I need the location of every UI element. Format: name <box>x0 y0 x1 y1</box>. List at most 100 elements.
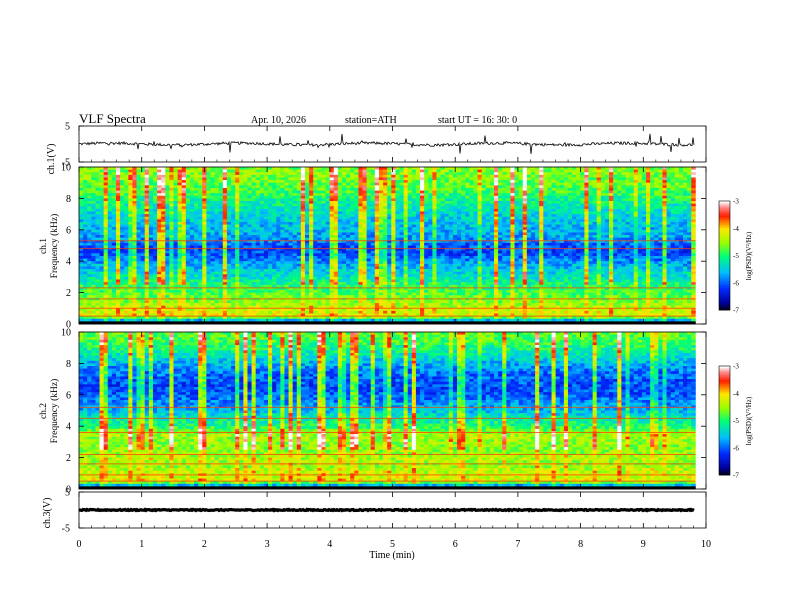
ch1-spectrogram-cell <box>268 214 273 218</box>
ch1-spectrogram-cell <box>481 214 487 218</box>
ch1-spectrogram-cell <box>202 219 207 223</box>
ch1-spectrogram-cell <box>563 174 569 178</box>
ch1-spectrogram-cell <box>440 193 446 197</box>
ch1-spectrogram-cell <box>103 185 109 189</box>
ch1-spectrogram-cell <box>555 216 561 220</box>
ch1-spectrogram-cell <box>317 169 322 173</box>
ch1-spectrogram-cell <box>181 177 187 181</box>
ch1-spectrogram-cell <box>222 172 228 176</box>
ch1-spectrogram-cell <box>448 229 454 233</box>
ch1-spectrogram-cell <box>350 195 355 199</box>
ch1-spectrogram-cell <box>621 219 626 223</box>
ch1-spectrogram-cell <box>572 169 577 173</box>
ch1-spectrogram-cell <box>202 172 207 176</box>
ch1-spectrogram-cell <box>321 224 326 228</box>
ch1-spectrogram-cell <box>387 169 392 173</box>
ch1-spectrogram-cell <box>313 250 318 254</box>
ch1-spectrogram-cell <box>251 203 257 207</box>
ch1-spectrogram-cell <box>218 185 224 189</box>
ch1-spectrogram-cell <box>489 237 495 241</box>
ch1-spectrogram-cell <box>518 185 524 189</box>
ch1-spectrogram-cell <box>469 242 474 246</box>
ch1-spectrogram-cell <box>448 193 454 197</box>
ch1-spectrogram-cell <box>399 242 405 246</box>
ch1-spectrogram-cell <box>325 250 331 254</box>
ch1-spectrogram-cell <box>222 248 228 252</box>
ch1-spectrogram-cell <box>136 245 142 249</box>
ch1-spectrogram-cell <box>337 198 343 202</box>
ch1-spectrogram-cell <box>292 235 298 239</box>
ch1-spectrogram-cell <box>107 232 113 236</box>
ch1-spectrogram-cell <box>346 193 351 197</box>
ch1-spectrogram-cell <box>440 195 446 199</box>
ch1-spectrogram-cell <box>350 227 355 231</box>
ch1-spectrogram-cell <box>415 187 421 191</box>
ch1-spectrogram-cell <box>243 187 248 191</box>
ch1-spectrogram-cell <box>222 198 228 202</box>
ch1-spectrogram-cell <box>235 221 240 225</box>
ch1-spectrogram-cell <box>107 167 113 171</box>
ch1-spectrogram-cell <box>637 235 643 239</box>
ch1-spectrogram-cell <box>79 232 84 236</box>
figure-title: VLF Spectra <box>79 111 146 126</box>
ch1-spectrogram-cell <box>374 172 380 176</box>
ch1-spectrogram-cell <box>140 201 146 205</box>
ch1-spectrogram-cell <box>674 221 680 225</box>
ch1-spectrogram-cell <box>395 198 400 202</box>
ch1-spectrogram-cell <box>103 216 109 220</box>
ch1-spectrogram-cell <box>378 250 384 254</box>
ch1-spectrogram-cell <box>263 232 269 236</box>
ch1-spectrogram-cell <box>658 211 663 215</box>
ch1-spectrogram-cell <box>284 198 289 202</box>
ch1-spectrogram-cell <box>485 198 491 202</box>
ch1-spectrogram-cell <box>420 201 425 205</box>
ch1-spectrogram-cell <box>530 235 536 239</box>
ch1-spectrogram-cell <box>370 180 376 184</box>
ch1-spectrogram-cell <box>481 248 487 252</box>
ch1-spectrogram-cell <box>465 206 470 210</box>
ch1-spectrogram-cell <box>79 172 84 176</box>
ch1-spectrogram-cell <box>399 169 405 173</box>
ch1-spectrogram-cell <box>136 208 142 212</box>
ch1-spectrogram-cell <box>658 190 663 194</box>
ch1-spectrogram-cell <box>452 227 458 231</box>
ch1-spectrogram-cell <box>321 167 326 171</box>
ch1-spectrogram-cell <box>165 177 170 181</box>
ch1-spectrogram-cell <box>189 237 195 241</box>
ch1-spectrogram-cell <box>428 221 433 225</box>
ch1-spectrogram-cell <box>584 203 589 207</box>
ch1-spectrogram-cell <box>120 229 125 233</box>
ch1-spectrogram-cell <box>140 211 146 215</box>
ch1-spectrogram-cell <box>280 169 285 173</box>
ch1-spectrogram-cell <box>604 187 610 191</box>
ch1-spectrogram-cell <box>235 227 240 231</box>
ch1-spectrogram-cell <box>362 250 368 254</box>
ch1-spectrogram-cell <box>678 203 684 207</box>
ch1-spectrogram-cell <box>572 237 577 241</box>
ch1-spectrogram-cell <box>510 250 515 254</box>
ch1-spectrogram-cell <box>268 185 273 189</box>
ch1-spectrogram-cell <box>194 240 199 244</box>
ch1-spectrogram-cell <box>313 180 318 184</box>
ch1-spectrogram-cell <box>407 174 413 178</box>
ch1-spectrogram-cell <box>539 237 544 241</box>
ch1-spectrogram-cell <box>272 219 277 223</box>
ch1-spectrogram-cell <box>185 214 191 218</box>
ch1-spectrogram-cell <box>243 245 248 249</box>
ch1-spectrogram-cell <box>255 195 261 199</box>
ch1-spectrogram-cell <box>604 214 610 218</box>
ch1-spectrogram-cell <box>391 216 396 220</box>
ch1-spectrogram-cell <box>206 180 211 184</box>
ch1-spectrogram-cell <box>243 201 248 205</box>
ch1-spectrogram-cell <box>551 211 557 215</box>
ch1-spectrogram-cell <box>502 216 507 220</box>
ch1-spectrogram-cell <box>625 198 630 202</box>
ch1-spectrogram-cell <box>662 229 667 233</box>
ch1-spectrogram-cell <box>247 206 252 210</box>
ch1-spectrogram-cell <box>465 203 470 207</box>
ch1-spectrogram-cell <box>259 221 265 225</box>
ch1-spectrogram-cell <box>120 190 125 194</box>
ch1-spectrogram-cell <box>477 190 483 194</box>
ch1-spectrogram-cell <box>202 235 207 239</box>
ch1-spectrogram-cell <box>288 182 294 186</box>
